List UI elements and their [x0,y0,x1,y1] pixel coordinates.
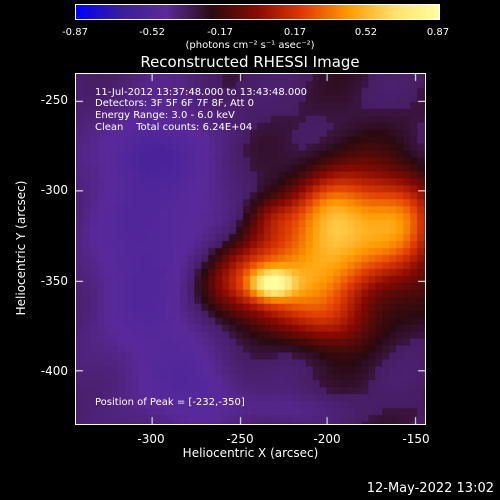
colorbar-tick-label: 0.17 [283,27,307,38]
colorbar-tick-label: -0.87 [62,27,88,38]
x-tick-label: -300 [137,432,165,446]
y-tick-label: -250 [40,93,68,107]
image-title: Reconstructed RHESSI Image [140,53,360,71]
peak-position-text: Position of Peak = [-232,-350] [95,397,245,408]
colorbar-tick-label: 0.52 [354,27,378,38]
x-tick-label: -150 [402,432,430,446]
colorbar-tick-label: 0.87 [426,27,450,38]
colorbar-tick-label: -0.52 [139,27,165,38]
solar-image-canvas [76,74,425,424]
detectors-text: Detectors: 3F 5F 6F 7F 8F, Att 0 [95,98,255,109]
y-tick-label: -350 [40,274,68,288]
colorbar-tick-label: -0.17 [207,27,233,38]
timestamp-footer: 12-May-2022 13:02 [366,481,494,496]
colorbar-units: (photons cm⁻² s⁻¹ asec⁻²) [185,40,315,51]
y-axis-label: Heliocentric Y (arcsec) [14,180,28,316]
colorbar [75,4,440,20]
x-tick-label: -200 [313,432,341,446]
y-tick-label: -300 [40,183,68,197]
solar-image [75,73,426,425]
time-range-text: 11-Jul-2012 13:37:48.000 to 13:43:48.000 [95,87,307,98]
energy-range-text: Energy Range: 3.0 - 6.0 keV [95,110,235,121]
x-tick-label: -250 [226,432,254,446]
y-tick-label: -400 [40,364,68,378]
clean-counts-text: Clean Total counts: 6.24E+04 [95,122,253,133]
x-axis-label: Heliocentric X (arcsec) [182,446,319,460]
